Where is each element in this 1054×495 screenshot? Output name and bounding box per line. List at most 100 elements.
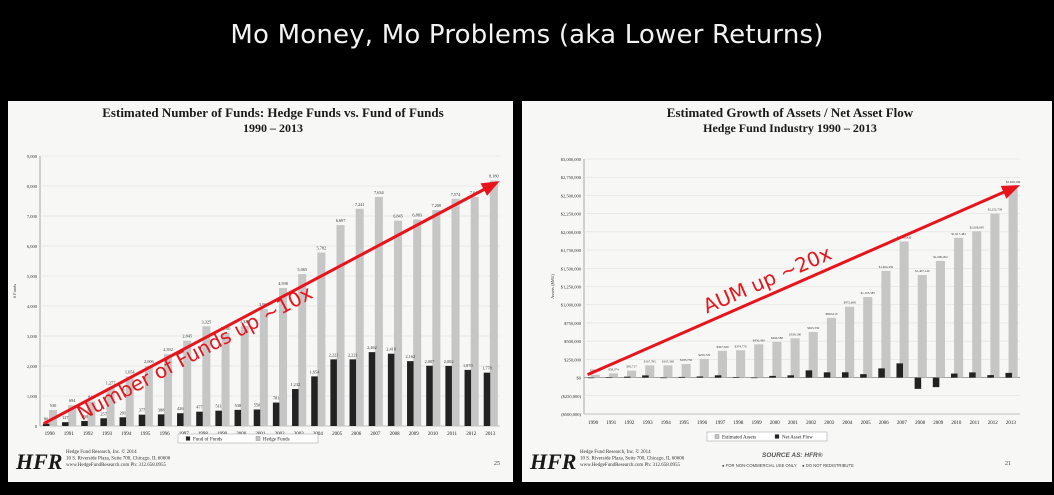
x-tick-label: 2003 [824,421,835,426]
y-tick-label: 1,000 [27,394,38,400]
bar-estimated-assets [972,231,982,378]
data-label: 477 [196,405,203,410]
data-label: 7,634 [374,190,385,196]
bar-fund-of-funds [483,372,491,426]
data-label: 7,574 [451,192,462,198]
legend-label: Net Asset Flow [782,436,813,441]
data-label: $374,770 [735,344,747,349]
chart-title: Estimated Growth of Assets / Net Asset F… [667,105,914,120]
bar-hedge-funds [413,219,422,426]
bar-hedge-funds [87,401,96,426]
data-label: $490,580 [771,336,783,341]
bar-net-asset-flow [860,374,867,378]
data-label: 1,654 [125,369,136,375]
y-tick-label: 2,000 [27,364,38,370]
bar-net-asset-flow [732,377,740,378]
bar-hedge-funds [432,210,441,426]
bar-hedge-funds [355,208,364,426]
legend-label: Fund of Funds [193,438,222,443]
data-label: $1,868,420 [897,235,912,240]
data-label: $2,628,109 [1006,180,1021,185]
x-tick-label: 2011 [970,421,980,426]
data-label: 2,410 [386,347,396,353]
x-tick-label: 1995 [140,432,151,437]
data-label: 1,654 [310,369,321,375]
x-tick-label: 2013 [485,432,496,437]
bar-fund-of-funds [100,418,107,426]
x-tick-label: 2009 [933,421,944,426]
bar-fund-of-funds [119,417,127,426]
data-label: 2,006 [144,359,155,365]
x-tick-label: 2012 [988,421,999,426]
x-tick-label: 2000 [770,421,781,426]
data-label: 5,782 [317,246,327,252]
data-label: 2,002 [444,359,454,365]
trend-annotation: AUM up ~20x [699,241,835,318]
x-tick-label: 2005 [861,421,872,426]
legend-swatch [185,436,191,441]
data-label: 3,325 [202,319,212,325]
bar-net-asset-flow [787,375,795,378]
bar-estimated-assets [845,306,855,378]
bar-fund-of-funds [368,352,376,426]
bar-fund-of-funds [387,353,395,426]
data-label: 4,598 [278,281,288,287]
data-label: $2,252,739 [988,207,1003,212]
y-tick-label: 3,000 [27,334,38,340]
x-tick-label: 1996 [697,421,708,426]
bar-net-asset-flow [587,377,595,379]
bar-estimated-assets [627,370,637,378]
x-tick-label: 1991 [606,421,617,426]
x-tick-label: 2007 [370,432,381,437]
y-axis-label: # Funds [12,284,17,299]
slide-title: Mo Money, Mo Problems (aka Lower Returns… [230,20,824,50]
page-number: 25 [494,461,500,467]
assets-growth-chart: Estimated Growth of Assets / Net Asset F… [529,105,1021,474]
x-tick-label: 2008 [390,432,401,437]
data-label: $185,750 [680,358,692,363]
data-label: $1,600,202 [933,255,948,260]
data-label: 1,778 [482,366,492,372]
x-tick-label: 1990 [45,432,56,437]
y-axis-label: Assets ($Mil) [550,274,555,299]
x-tick-label: 2005 [332,432,343,437]
y-tick-label: 4,000 [27,304,38,310]
bar-estimated-assets [863,297,873,378]
bar-estimated-assets [808,331,818,378]
y-tick-label: $1,250,000 [561,285,582,291]
bar-net-asset-flow [678,376,686,378]
bar-hedge-funds [144,365,153,426]
bar-fund-of-funds [311,376,318,426]
x-tick-label: 2013 [1006,421,1017,426]
bar-net-asset-flow [914,377,922,389]
chart-title: Estimated Number of Funds: Hedge Funds v… [102,105,443,120]
chart-panel-fund-count: Estimated Number of Funds: Hedge Funds v… [8,101,513,482]
data-label: 550 [254,403,260,408]
x-tick-label: 2002 [806,421,817,426]
bar-fund-of-funds [272,402,280,426]
x-tick-label: 2012 [466,432,477,437]
y-tick-label: 7,000 [27,214,38,220]
y-tick-label: $1,000,000 [561,303,582,309]
bar-estimated-assets [917,275,927,378]
bar-hedge-funds [106,387,115,426]
y-tick-label: 9,000 [27,154,38,160]
data-label: 781 [273,396,279,401]
data-label: $456,430 [753,338,765,343]
data-label: 388 [158,407,164,412]
chart-subtitle: 1990 – 2013 [243,121,303,135]
data-label: 5,065 [297,267,307,273]
data-label: 511 [215,404,221,409]
bar-net-asset-flow [751,377,758,379]
bar-net-asset-flow [969,372,976,378]
data-label: $2,008,095 [970,225,985,230]
footer-line: Hedge Fund Research, Inc. © 2014 [580,449,651,455]
x-tick-label: 1993 [102,432,113,437]
data-label: 2,845 [182,334,192,340]
legend-swatch [774,434,780,439]
bar-estimated-assets [699,358,709,378]
bar-estimated-assets [881,270,891,378]
data-label: 3,100 [221,326,231,332]
bar-hedge-funds [451,198,460,426]
data-label: 6,883 [412,213,422,219]
